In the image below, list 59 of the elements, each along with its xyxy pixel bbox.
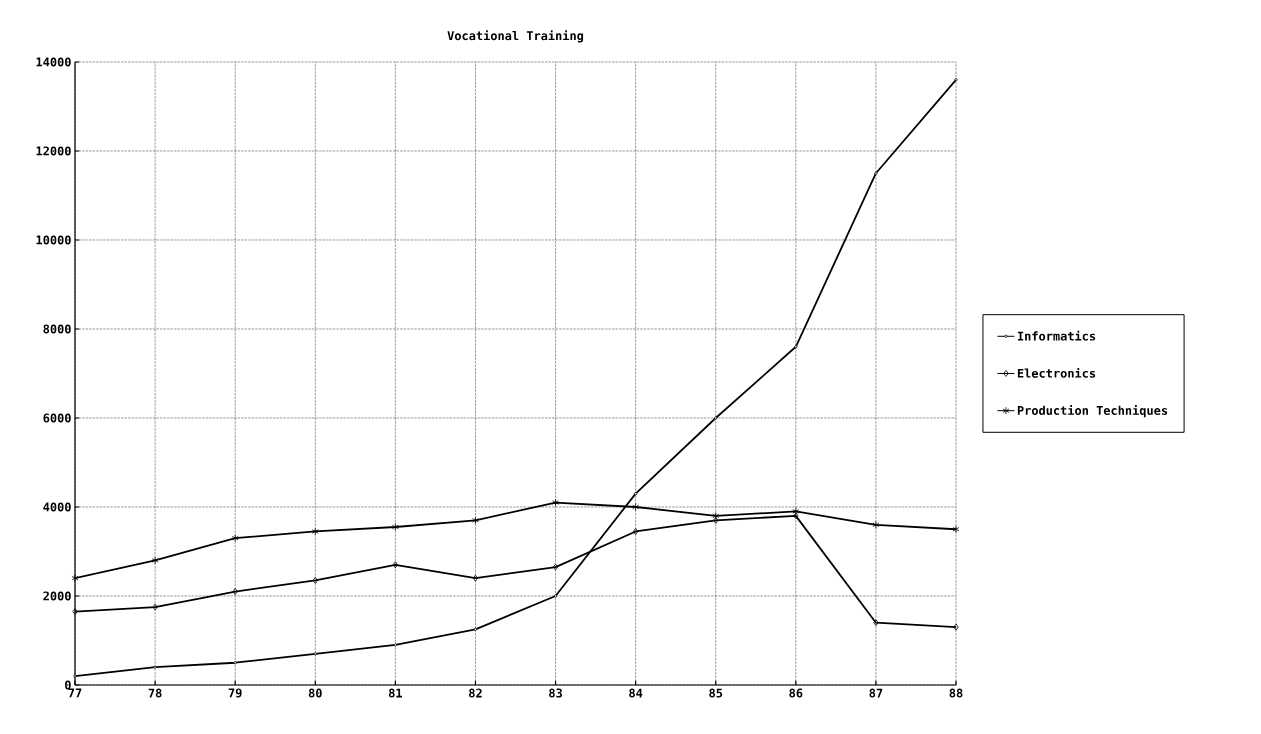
point (233, 661, 237, 665)
point (473, 627, 478, 631)
point (873, 619, 879, 627)
x-tick-label: 81 (388, 688, 402, 698)
x-tick-label: 82 (469, 688, 482, 698)
point (231, 534, 239, 543)
point (633, 528, 639, 535)
y-tick-label: 4000 (43, 502, 71, 512)
legend-label: Electronics (1017, 367, 1096, 378)
y-tick-label: 8000 (43, 324, 71, 334)
point (151, 556, 159, 565)
point (392, 561, 399, 569)
point (712, 511, 720, 520)
legend-label: Informatics (1017, 330, 1096, 341)
point (552, 498, 559, 507)
x-tick-label: 80 (308, 688, 322, 698)
point (954, 78, 958, 82)
x-tick-label: 84 (629, 688, 643, 698)
legend-label: Production Techniques (1017, 405, 1168, 418)
point (872, 520, 880, 529)
point (71, 574, 79, 583)
point (391, 523, 399, 531)
chart-title: Vocational Training (447, 30, 584, 43)
point (312, 577, 318, 584)
point (232, 588, 238, 595)
point (634, 492, 638, 496)
point (311, 527, 319, 536)
point (472, 516, 479, 525)
point (714, 416, 718, 420)
y-tick-label: 2000 (43, 591, 71, 601)
x-tick-label: 79 (228, 688, 242, 698)
y-tick-label: 14000 (36, 57, 71, 67)
x-tick-label: 83 (549, 688, 562, 698)
point (152, 603, 158, 611)
x-tick-label: 88 (949, 688, 963, 698)
x-tick-label: 87 (869, 688, 883, 698)
point (73, 674, 77, 678)
x-tick-label: 85 (709, 688, 723, 698)
point (953, 623, 959, 631)
x-tick-label: 77 (68, 688, 82, 698)
point (874, 171, 878, 175)
y-tick-label: 10000 (36, 235, 71, 245)
point (632, 503, 640, 511)
point (794, 345, 798, 349)
y-tick-label: 0 (65, 680, 71, 690)
point (792, 507, 800, 516)
y-tick-label: 6000 (43, 413, 71, 423)
point (713, 516, 719, 524)
point (952, 525, 960, 534)
point (72, 608, 78, 615)
point (472, 574, 479, 582)
point (313, 652, 317, 656)
point (153, 665, 157, 669)
y-tick-label: 12000 (36, 146, 71, 156)
point (552, 563, 559, 571)
point (553, 594, 558, 598)
x-tick-label: 86 (789, 688, 803, 698)
x-tick-label: 78 (148, 688, 162, 698)
point (393, 643, 397, 647)
